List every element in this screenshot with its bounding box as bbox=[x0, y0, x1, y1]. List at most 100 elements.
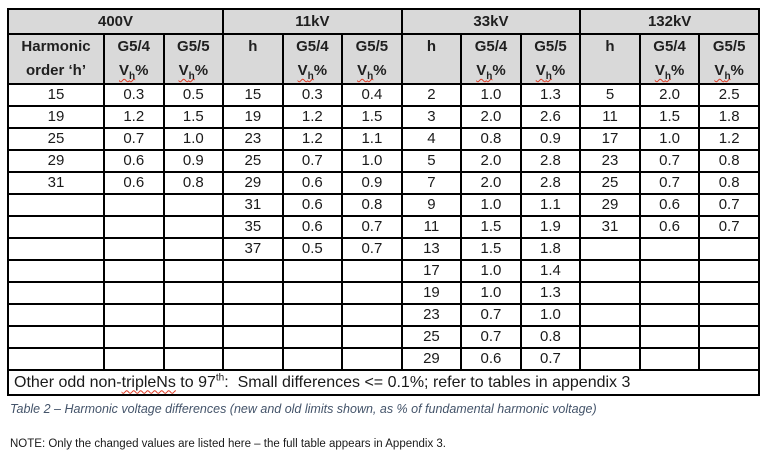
vh-label: Vh bbox=[297, 62, 314, 82]
table-cell: 0.8 bbox=[698, 149, 760, 173]
table-row: 31 0.6 0.8 29 0.6 0.9 7 2.0 2.8 25 0.7 0.8 bbox=[7, 171, 760, 195]
col-header-g55: G5/5 Vh% bbox=[341, 33, 403, 85]
table-cell: 1.0 bbox=[460, 193, 522, 217]
table-cell: 0.7 bbox=[698, 193, 760, 217]
table-cell: 23 bbox=[222, 127, 284, 151]
misspelled-word: tripleNs bbox=[121, 373, 176, 391]
table-cell bbox=[698, 259, 760, 283]
table-body: 15 0.3 0.5 15 0.3 0.4 2 1.0 1.3 5 2.0 2.5 19 1.2 1.5 19… bbox=[7, 83, 760, 371]
table-cell bbox=[698, 347, 760, 371]
table-cell: 7 bbox=[400, 171, 463, 195]
table-cell bbox=[579, 259, 641, 283]
vh-label: Vh bbox=[535, 62, 552, 82]
col-header-h: h bbox=[400, 33, 463, 85]
table-cell: 0.8 bbox=[460, 127, 522, 151]
table-cell: 1.2 bbox=[103, 105, 165, 129]
table-cell bbox=[162, 237, 225, 261]
table-cell: 1.3 bbox=[519, 83, 582, 107]
table-cell: 25 bbox=[7, 127, 105, 151]
table-cell: 2.0 bbox=[460, 171, 522, 195]
table-cell bbox=[698, 325, 760, 349]
table-row: 23 0.7 1.0 bbox=[7, 303, 760, 327]
table-row: 19 1.2 1.5 19 1.2 1.5 3 2.0 2.6 11 1.5 1.8 bbox=[7, 105, 760, 129]
table-cell: 0.7 bbox=[341, 237, 403, 261]
table-cell: 0.8 bbox=[341, 193, 403, 217]
table-cell: 0.9 bbox=[341, 171, 403, 195]
table-cell: 0.6 bbox=[281, 171, 344, 195]
table-cell bbox=[579, 237, 641, 261]
table-cell bbox=[7, 347, 105, 371]
table-cell: 3 bbox=[400, 105, 463, 129]
table-cell bbox=[103, 215, 165, 239]
table-cell: 31 bbox=[579, 215, 641, 239]
table-row: 17 1.0 1.4 bbox=[7, 259, 760, 283]
table-cell: 0.7 bbox=[341, 215, 403, 239]
table-cell: 31 bbox=[222, 193, 284, 217]
table-cell bbox=[638, 281, 701, 305]
table-cell: 23 bbox=[400, 303, 463, 327]
table-cell: 1.0 bbox=[460, 259, 522, 283]
col-header-h: h bbox=[579, 33, 641, 85]
col-header-harmonic-order: Harmonic order ‘h’ bbox=[7, 33, 105, 85]
table-cell: 2.0 bbox=[460, 149, 522, 173]
vh-label: Vh bbox=[178, 62, 195, 82]
table-cell: 1.9 bbox=[519, 215, 582, 239]
vh-label: Vh bbox=[357, 62, 374, 82]
table-cell: 1.0 bbox=[341, 149, 403, 173]
table-cell bbox=[341, 325, 403, 349]
table-cell bbox=[222, 303, 284, 327]
table-cell bbox=[281, 259, 344, 283]
table-cell: 1.0 bbox=[162, 127, 225, 151]
table-cell bbox=[698, 281, 760, 305]
table-cell: 0.6 bbox=[638, 215, 701, 239]
table-cell bbox=[103, 193, 165, 217]
table-cell bbox=[7, 215, 105, 239]
table-cell: 29 bbox=[222, 171, 284, 195]
table-cell: 2.8 bbox=[519, 171, 582, 195]
table-cell: 19 bbox=[222, 105, 284, 129]
table-cell bbox=[222, 325, 284, 349]
ordinal-superscript: th bbox=[215, 372, 225, 384]
table-cell: 35 bbox=[222, 215, 284, 239]
table-cell: 1.0 bbox=[460, 281, 522, 305]
table-row: 29 0.6 0.7 bbox=[7, 347, 760, 371]
group-header-132kv: 132kV bbox=[579, 8, 760, 35]
table-cell: 2.6 bbox=[519, 105, 582, 129]
table-row: 15 0.3 0.5 15 0.3 0.4 2 1.0 1.3 5 2.0 2.5 bbox=[7, 83, 760, 107]
table-cell: 1.3 bbox=[519, 281, 582, 305]
table-cell: 0.7 bbox=[460, 303, 522, 327]
table-cell bbox=[341, 281, 403, 305]
table-caption: Table 2 – Harmonic voltage differences (… bbox=[10, 402, 597, 416]
table-cell bbox=[698, 303, 760, 327]
table-cell: 1.1 bbox=[519, 193, 582, 217]
table-cell: 5 bbox=[400, 149, 463, 173]
table-cell: 1.1 bbox=[341, 127, 403, 151]
col-header-h: h bbox=[222, 33, 284, 85]
table-cell: 0.6 bbox=[103, 149, 165, 173]
table-cell: 25 bbox=[222, 149, 284, 173]
table-cell bbox=[638, 259, 701, 283]
table-row: 37 0.5 0.7 13 1.5 1.8 bbox=[7, 237, 760, 261]
table-cell: 15 bbox=[222, 83, 284, 107]
table-cell: 0.9 bbox=[162, 149, 225, 173]
table-footer-row: Other odd non-tripleNs to 97th: Small di… bbox=[7, 369, 760, 396]
table-cell bbox=[162, 281, 225, 305]
table-cell bbox=[638, 237, 701, 261]
table-cell: 1.4 bbox=[519, 259, 582, 283]
table-cell: 9 bbox=[400, 193, 463, 217]
table-cell: 19 bbox=[400, 281, 463, 305]
group-header-400v: 400V bbox=[6, 8, 225, 35]
table-cell bbox=[222, 281, 284, 305]
table-cell bbox=[638, 347, 701, 371]
table-cell: 0.6 bbox=[103, 171, 165, 195]
table-cell: 2.5 bbox=[698, 83, 760, 107]
table-cell: 2 bbox=[400, 83, 463, 107]
table-cell: 17 bbox=[400, 259, 463, 283]
table-cell: 2.0 bbox=[638, 83, 701, 107]
table-cell: 2.0 bbox=[460, 105, 522, 129]
table-cell bbox=[281, 325, 344, 349]
table-cell: 0.7 bbox=[638, 171, 701, 195]
table-cell bbox=[162, 193, 225, 217]
table-cell: 25 bbox=[579, 171, 641, 195]
table-cell: 0.7 bbox=[638, 149, 701, 173]
